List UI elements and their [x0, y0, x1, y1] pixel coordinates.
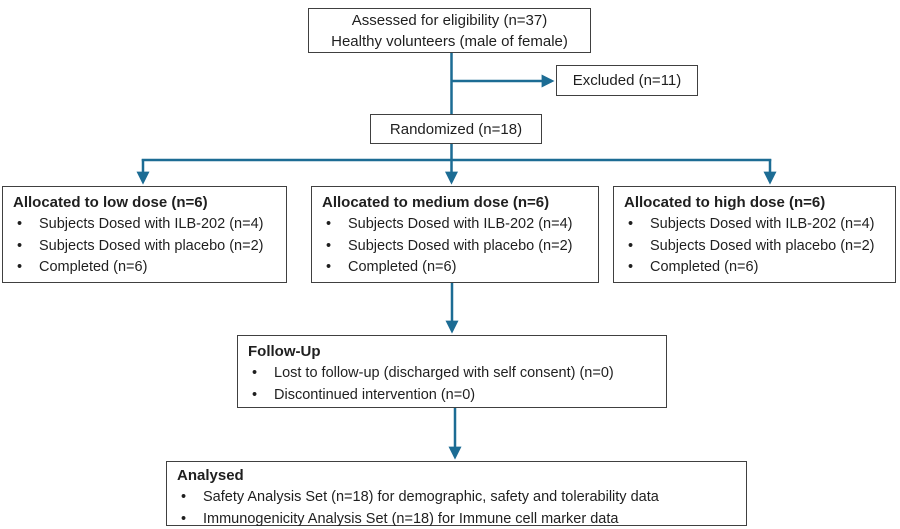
bullet-icon: • — [628, 216, 634, 232]
bullet-icon: • — [17, 237, 23, 254]
excluded-box: Excluded (n=11) — [556, 65, 698, 96]
analysed-item-2: Immunogenicity Analysis Set (n=18) for I… — [203, 510, 619, 527]
followup-title: Follow-Up — [248, 343, 321, 360]
list-item: • Subjects Dosed with ILB-202 (n=4) — [322, 214, 590, 236]
list-item: • Discontinued intervention (n=0) — [248, 385, 658, 407]
list-item: • Completed (n=6) — [322, 257, 590, 279]
high-dose-item-2: Subjects Dosed with placebo (n=2) — [650, 237, 875, 254]
high-dose-box: Allocated to high dose (n=6) • Subjects … — [613, 186, 896, 283]
list-item: • Subjects Dosed with ILB-202 (n=4) — [624, 214, 887, 236]
bullet-icon: • — [628, 259, 634, 275]
bullet-icon: • — [181, 489, 187, 505]
bullet-icon: • — [17, 259, 23, 275]
eligibility-line2: Healthy volunteers (male of female) — [331, 32, 568, 50]
medium-dose-item-2: Subjects Dosed with placebo (n=2) — [348, 237, 573, 254]
followup-item-2: Discontinued intervention (n=0) — [274, 386, 476, 403]
eligibility-line1: Assessed for eligibility (n=37) — [351, 11, 548, 29]
bullet-icon: • — [326, 216, 332, 232]
list-item: • Completed (n=6) — [624, 257, 887, 279]
low-dose-item-3: Completed (n=6) — [39, 259, 148, 275]
randomized-box: Randomized (n=18) — [370, 114, 542, 144]
bullet-icon: • — [628, 237, 634, 254]
bullet-icon: • — [252, 365, 258, 381]
medium-dose-box: Allocated to medium dose (n=6) • Subject… — [311, 186, 599, 283]
bullet-icon: • — [326, 259, 332, 275]
list-item: • Subjects Dosed with placebo (n=2) — [322, 236, 590, 258]
bullet-icon: • — [181, 510, 187, 527]
medium-dose-title: Allocated to medium dose (n=6) — [322, 194, 550, 211]
list-item: • Safety Analysis Set (n=18) for demogra… — [177, 487, 738, 509]
list-item: • Subjects Dosed with ILB-202 (n=4) — [13, 214, 278, 236]
list-item: • Completed (n=6) — [13, 257, 278, 279]
analysed-box: Analysed • Safety Analysis Set (n=18) fo… — [166, 461, 747, 529]
eligibility-box: Assessed for eligibility (n=37) Healthy … — [308, 8, 591, 53]
medium-dose-item-3: Completed (n=6) — [348, 259, 457, 275]
low-dose-item-2: Subjects Dosed with placebo (n=2) — [39, 237, 264, 254]
list-item: • Subjects Dosed with placebo (n=2) — [624, 236, 887, 258]
medium-dose-item-1: Subjects Dosed with ILB-202 (n=4) — [348, 216, 573, 232]
followup-item-1: Lost to follow-up (discharged with self … — [274, 365, 614, 381]
list-item: • Lost to follow-up (discharged with sel… — [248, 363, 658, 385]
list-item: • Subjects Dosed with placebo (n=2) — [13, 236, 278, 258]
analysed-title: Analysed — [177, 467, 244, 484]
high-dose-item-1: Subjects Dosed with ILB-202 (n=4) — [650, 216, 875, 232]
bullet-icon: • — [326, 237, 332, 254]
bullet-icon: • — [252, 386, 258, 403]
low-dose-title: Allocated to low dose (n=6) — [13, 194, 208, 211]
excluded-label: Excluded (n=11) — [572, 72, 682, 89]
analysed-item-1: Safety Analysis Set (n=18) for demograph… — [203, 489, 659, 505]
low-dose-item-1: Subjects Dosed with ILB-202 (n=4) — [39, 216, 264, 232]
low-dose-box: Allocated to low dose (n=6) • Subjects D… — [2, 186, 287, 283]
randomized-label: Randomized (n=18) — [389, 120, 523, 138]
bullet-icon: • — [17, 216, 23, 232]
high-dose-item-3: Completed (n=6) — [650, 259, 759, 275]
followup-box: Follow-Up • Lost to follow-up (discharge… — [237, 335, 667, 408]
list-item: • Immunogenicity Analysis Set (n=18) for… — [177, 509, 738, 529]
high-dose-title: Allocated to high dose (n=6) — [624, 194, 826, 211]
